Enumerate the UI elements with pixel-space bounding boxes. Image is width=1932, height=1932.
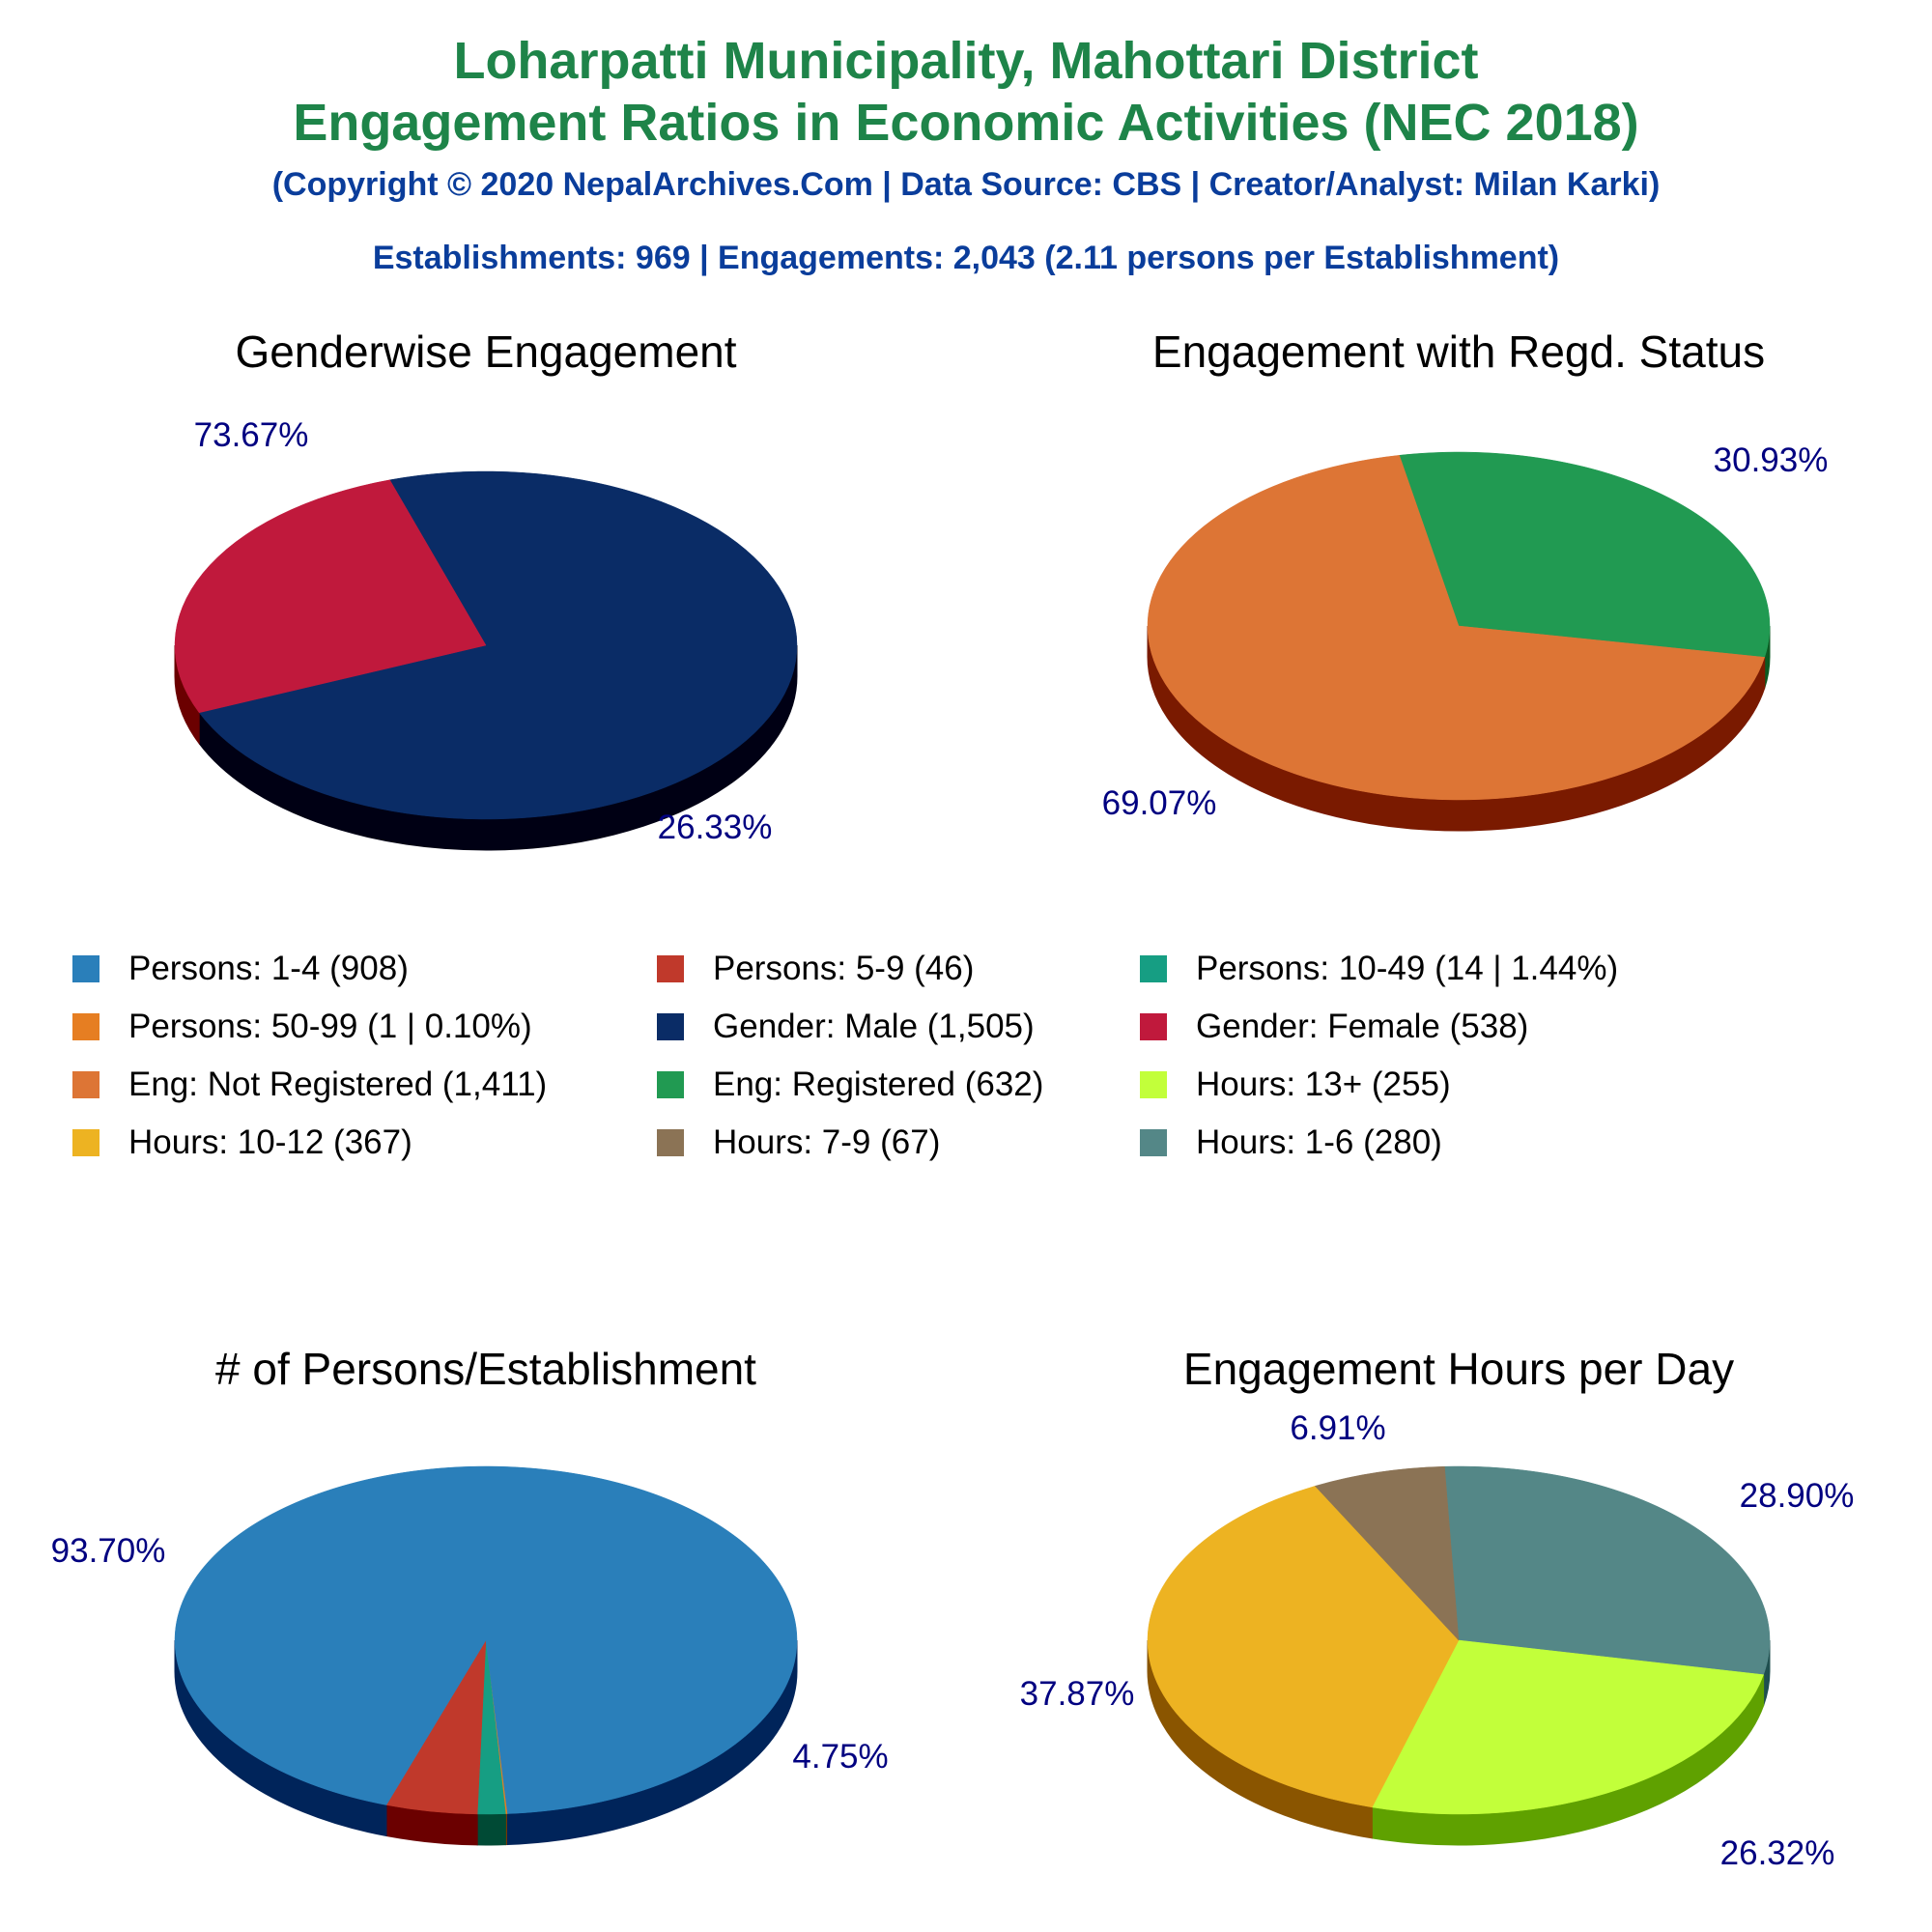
slice-label: 26.32% [1720,1834,1835,1872]
slice-label: 6.91% [1290,1409,1385,1447]
pie-chart: Engagement Hours per Day 28.90% 26.32% 37.8… [1020,1344,1855,1872]
pie-title: Genderwise Engagement [235,327,736,377]
slice-label: 93.70% [51,1532,166,1570]
pie-chart: # of Persons/Establishment 4.75% 93.70% [51,1344,889,1846]
pie-slice [198,470,798,820]
slice-label: 73.67% [194,416,309,454]
chart-subtitle: Engagement Ratios in Economic Activities… [293,94,1639,152]
pie-slice [1314,1465,1460,1641]
pie-slice [1399,451,1771,658]
pie-slice [174,1465,798,1814]
pie-slice [1371,1639,1764,1815]
pie-title: Engagement Hours per Day [1183,1344,1734,1394]
copyright-line: (Copyright © 2020 NepalArchives.Com | Da… [271,166,1661,203]
pie-slice [174,479,487,714]
pie-chart: Genderwise Engagement 73.67% 26.33% [174,327,798,851]
slice-label: 69.07% [1102,784,1217,822]
slice-label: 4.75% [792,1738,888,1776]
pie-slice [1444,1465,1771,1675]
pie-chart: Engagement with Regd. Status 30.93% 69.07% [1102,327,1829,832]
slice-label: 28.90% [1740,1477,1855,1515]
slice-label: 37.87% [1020,1675,1135,1713]
pie-slice-side [476,1813,506,1846]
pie-title: Engagement with Regd. Status [1152,327,1765,377]
chart-title: Loharpatti Municipality, Mahottari Distr… [453,32,1479,90]
slice-label: 26.33% [658,809,773,846]
summary-line: Establishments: 969 | Engagements: 2,043… [372,240,1560,276]
pie-slice [1147,1486,1460,1808]
slice-label: 30.93% [1714,441,1829,479]
pie-slice [1147,455,1766,801]
pie-title: # of Persons/Establishment [215,1344,756,1394]
